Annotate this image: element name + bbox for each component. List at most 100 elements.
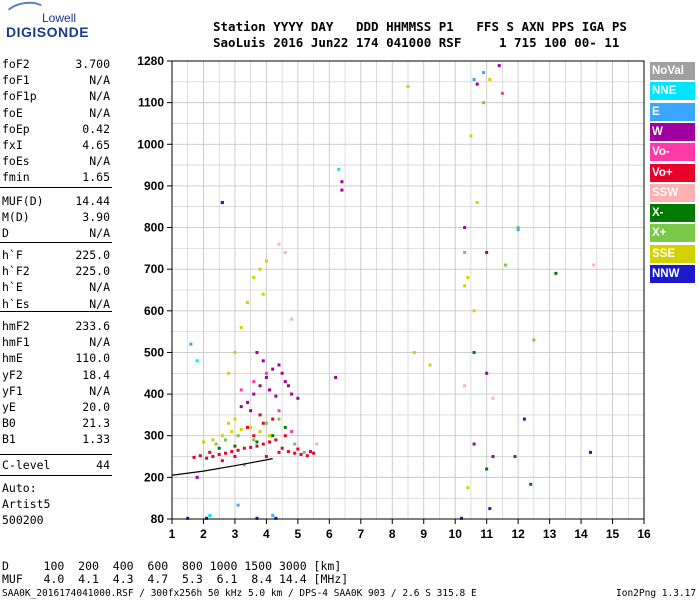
echo-point-e — [482, 71, 486, 75]
echo-point-sse — [249, 425, 253, 429]
echo-point-vo — [299, 452, 303, 456]
echo-point-vo — [264, 371, 268, 375]
param-name: hmF2 — [2, 319, 30, 333]
echo-point-x — [271, 434, 275, 438]
ionogram-chart: 1 2 3 4 5 6 7 8 9 10 11 12 13 14 15 16 8020030040050060… — [137, 54, 651, 541]
echo-point-vo — [312, 451, 316, 455]
echo-point-noval — [302, 450, 306, 454]
echo-point-vo — [255, 444, 259, 448]
param-value: 225.0 — [75, 264, 110, 279]
echo-point-sse — [233, 417, 237, 421]
legend-item-x: X+ — [650, 224, 695, 243]
param-value: 225.0 — [75, 248, 110, 262]
echo-point-vo — [277, 450, 281, 454]
echo-point-sse — [428, 363, 432, 367]
panel-divider — [0, 311, 112, 312]
panel-divider — [0, 242, 112, 243]
x-tick-label: 16 — [637, 527, 651, 541]
echo-point-sse — [246, 300, 250, 304]
header-labels: Station YYYY DAY DDD HHMMSS P1 FFS S AXN… — [213, 19, 627, 34]
param-value: 21.3 — [82, 416, 110, 431]
param-row-hes: h`Es N/A — [2, 297, 110, 313]
trace-line — [171, 458, 273, 476]
echo-point-vo — [296, 447, 300, 451]
param-row-foes: foEs N/A — [2, 154, 110, 170]
echo-point-vo — [271, 417, 275, 421]
param-value: N/A — [89, 280, 110, 295]
echo-point-x — [504, 263, 508, 267]
x-tick-label: 10 — [449, 527, 463, 541]
muf-frequency-row: MUF 4.0 4.1 4.3 4.7 5.3 6.1 8.4 14.4 [MH… — [2, 572, 349, 586]
autoscaling-line: Artist5 — [2, 497, 51, 511]
echo-point-w — [195, 475, 199, 479]
param-value: N/A — [89, 383, 110, 398]
echo-point-ssw — [290, 317, 294, 321]
param-value: 3.90 — [82, 210, 110, 225]
echo-point-vo — [283, 434, 287, 438]
y-tick-label: 1000 — [137, 137, 164, 151]
echo-point-vo — [286, 450, 290, 454]
y-tick-label: 800 — [144, 221, 164, 235]
x-tick-label: 1 — [169, 527, 176, 541]
echo-point-e — [271, 514, 275, 518]
param-row-md: M(D) 3.90 — [2, 210, 110, 226]
echo-point-e — [516, 228, 520, 232]
echo-point-vo — [252, 380, 256, 384]
param-name: hmE — [2, 351, 23, 366]
muf-distance-row: D 100 200 400 600 800 1000 1500 3000 [km… — [2, 559, 342, 573]
x-tick-label: 14 — [574, 527, 588, 541]
echo-point-w — [485, 251, 489, 255]
echo-point-vo — [261, 421, 265, 425]
echo-point-w — [264, 375, 268, 379]
param-value: 20.0 — [82, 400, 110, 414]
echo-point-x — [463, 251, 467, 255]
param-value: 18.4 — [82, 367, 110, 382]
echo-point-sse — [227, 421, 231, 425]
param-value: 233.6 — [75, 319, 110, 333]
echo-point-w — [246, 400, 250, 404]
legend-item-nne: NNE — [650, 82, 695, 101]
echo-point-ssw — [592, 263, 596, 267]
param-row-fof1p: foF1p N/A — [2, 89, 110, 105]
echo-point-sse — [227, 371, 231, 375]
param-name: B0 — [2, 416, 16, 431]
echo-point-vo — [308, 450, 312, 454]
echo-point-w — [283, 380, 287, 384]
param-name: foE — [2, 105, 23, 120]
echo-point-vo — [220, 459, 224, 463]
x-tick-label: 15 — [606, 527, 620, 541]
x-tick-label: 5 — [295, 527, 302, 541]
echo-point-sse — [201, 440, 205, 444]
echo-point-w — [340, 180, 344, 184]
x-tick-label: 8 — [389, 527, 396, 541]
echo-point-vo — [293, 451, 297, 455]
echo-point-vo — [264, 455, 268, 459]
autoscaling-line: 500200 — [2, 513, 44, 527]
y-tick-label: 80 — [151, 512, 165, 526]
echo-point-x — [554, 271, 558, 275]
echo-point-nne — [195, 359, 199, 363]
echo-point-noval — [242, 463, 246, 467]
param-value: N/A — [89, 335, 110, 350]
echo-point-nnw — [459, 516, 463, 520]
param-name: h`E — [2, 280, 23, 295]
echo-point-w — [296, 396, 300, 400]
echo-point-sse — [239, 427, 243, 431]
echo-point-sse — [406, 84, 410, 88]
param-row-fof1: foF1 N/A — [2, 73, 110, 89]
echo-point-nnw — [589, 450, 593, 454]
param-name: yF1 — [2, 383, 23, 398]
chart-grid — [171, 60, 645, 520]
echo-point-x — [264, 421, 268, 425]
echo-point-sse — [466, 486, 470, 490]
echo-point-nnw — [255, 516, 259, 520]
echo-point-w — [277, 363, 281, 367]
param-value: 4.65 — [82, 138, 110, 152]
echo-point-sse — [469, 134, 473, 138]
echo-point-w — [485, 371, 489, 375]
param-value: 0.42 — [82, 121, 110, 136]
echo-point-ssw — [315, 442, 319, 446]
echo-point-nnw — [220, 201, 224, 205]
echo-point-vo — [211, 455, 215, 459]
echo-point-x — [485, 467, 489, 471]
